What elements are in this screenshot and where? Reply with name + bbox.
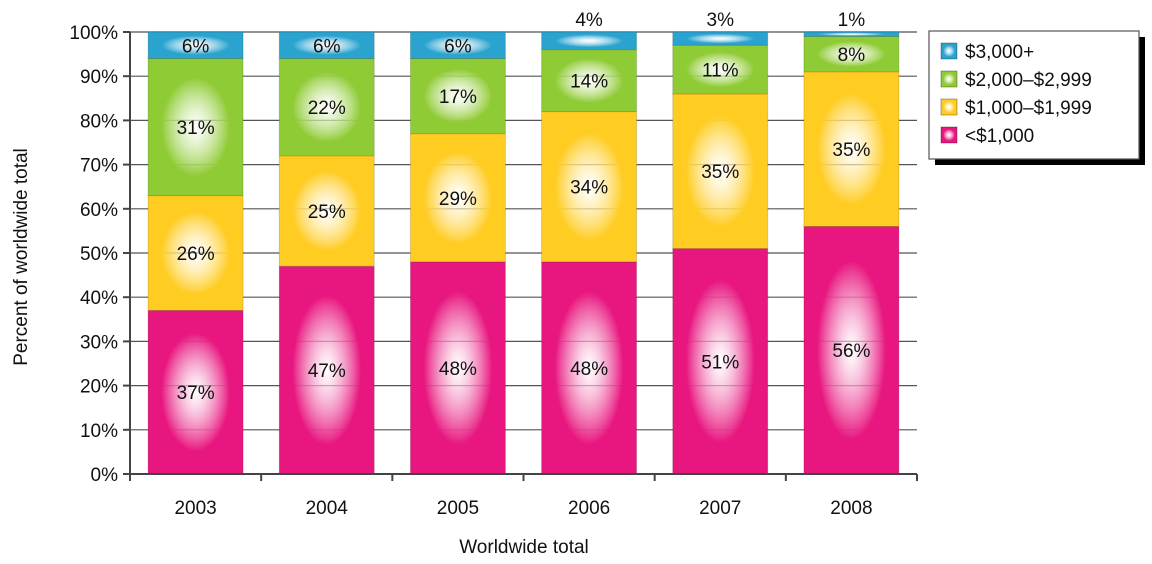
data-label: 8% [838,45,866,66]
y-tick-label: 0% [91,465,119,486]
legend-label: $3,000+ [965,42,1034,63]
y-axis-title: Percent of worldwide total [11,148,32,366]
y-tick-label: 30% [80,332,118,353]
y-tick-label: 20% [80,377,118,398]
data-label: 47% [308,361,346,382]
data-label: 51% [701,352,739,373]
bar-segment [148,195,244,311]
x-tick-label: 2005 [437,498,479,519]
bar-segment [541,111,637,262]
bar-segment [803,32,899,37]
y-tick-label: 100% [69,23,118,44]
bar-segment [541,32,637,50]
bars [147,31,900,475]
bar-segment [672,32,768,46]
bar-segment-outline [278,31,375,60]
data-label: 3% [707,10,735,31]
x-tick-label: 2004 [306,498,349,519]
y-tick-label: 10% [80,421,118,442]
bar-segment-outline [672,31,769,46]
bar-segment [148,58,244,196]
bar-segment [803,36,899,72]
bar-segment [410,133,506,262]
legend-swatch [940,42,958,60]
bar-segment [410,58,506,134]
bar-segment [672,45,768,94]
data-label: 26% [177,244,215,265]
x-tick-label: 2003 [174,498,216,519]
y-tick-label: 40% [80,288,118,309]
bar-segment [148,310,244,474]
data-label: 34% [570,178,608,199]
bar-segment [672,93,768,249]
y-tick-label: 80% [80,111,118,132]
bar-segment [672,248,768,474]
data-label: 1% [838,10,866,31]
bar-segment-outline [541,31,638,51]
data-label: 14% [570,72,608,93]
data-label: 31% [177,118,215,139]
bar-segment [803,71,899,227]
bar-segment [541,49,637,112]
bar-segment [279,155,375,267]
data-labels: 37% 26% 31% 6% 47% 25% 22% 6% 48% 29% 17% 6% 48% 34% 1… [177,10,871,404]
data-label: 25% [308,202,346,223]
bar-segment [410,261,506,474]
bar-segment-outline [409,31,506,60]
data-label: 35% [701,162,739,183]
x-tick-label: 2008 [830,498,872,519]
data-label: 22% [308,98,346,119]
legend: $3,000+ $2,000–$2,999 $1,000–$1,999 <$1,000 [928,30,1145,165]
data-label: 17% [439,87,477,108]
legend-swatch [940,70,958,88]
data-label: 6% [444,36,472,57]
data-label: 48% [570,359,608,380]
data-label: 29% [439,189,477,210]
x-tick-label: 2007 [699,498,741,519]
data-label: 6% [182,36,210,57]
data-label: 6% [313,36,341,57]
bar-segment [148,32,244,59]
y-tick-label: 60% [80,200,118,221]
data-label: 11% [702,61,739,82]
x-axis-title: Worldwide total [459,537,589,558]
legend-swatch [940,98,958,116]
bar-segment [279,266,375,474]
legend-label: <$1,000 [965,126,1034,147]
y-tick-label: 90% [80,67,118,88]
y-tick-label: 70% [80,156,118,177]
data-label: 48% [439,359,477,380]
bar-segment [279,32,375,59]
axes: 0% 10% 20% 30% 40% 50% 60% 70% 80% 90% 100% 2003 200… [69,23,918,519]
data-label: 56% [832,341,870,362]
data-label: 37% [177,383,215,404]
bar-segment [541,261,637,474]
legend-box [928,30,1140,160]
legend-label: $1,000–$1,999 [965,98,1092,119]
bar-segment [279,58,375,156]
data-label: 4% [575,10,603,31]
legend-label: $2,000–$2,999 [965,70,1092,91]
y-tick-label: 50% [80,244,118,265]
gridlines [130,31,917,431]
bar-segment-outline [147,31,244,60]
bar-segment-outline [803,31,900,37]
x-tick-label: 2006 [568,498,610,519]
bar-segment [803,226,899,474]
data-label: 35% [832,140,870,161]
bar-segment [410,32,506,59]
legend-swatch [940,126,958,144]
